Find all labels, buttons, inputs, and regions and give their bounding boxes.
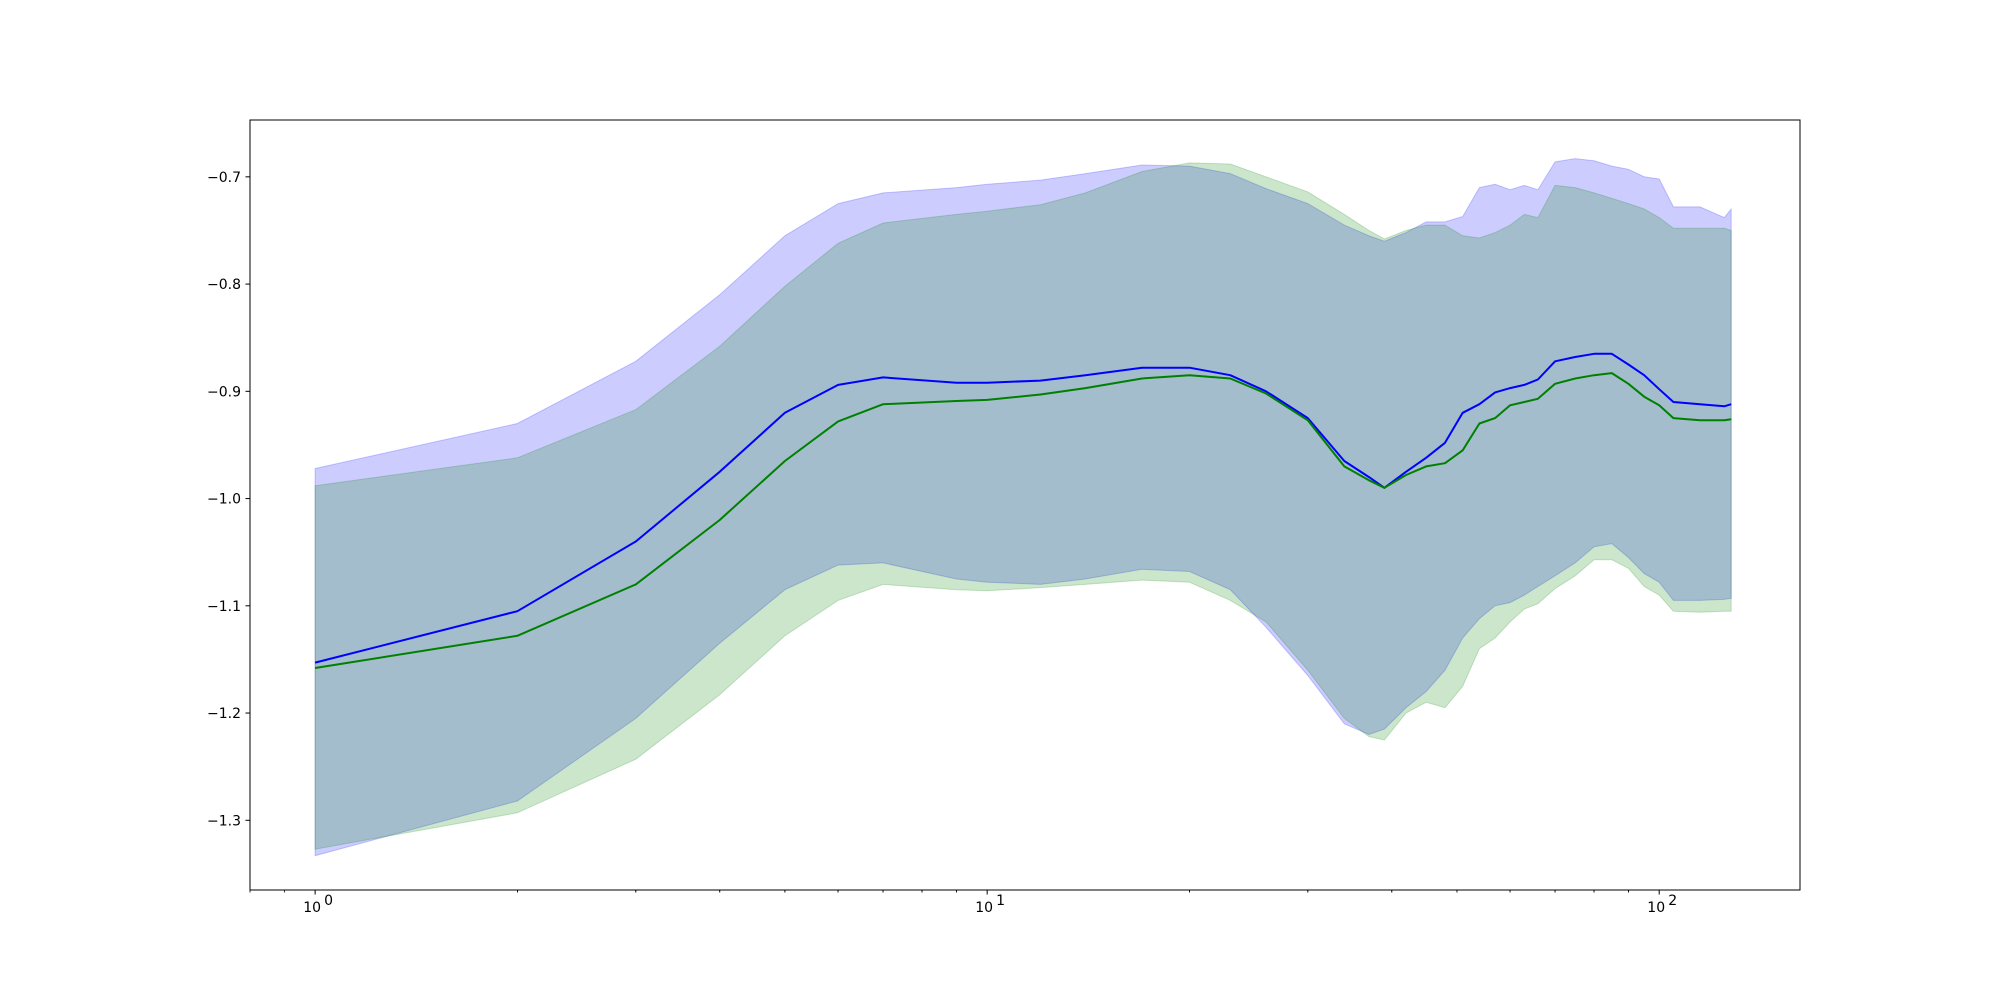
series-1-line xyxy=(314,352,1732,664)
y-tick-label: −1.3 xyxy=(207,813,241,829)
confidence-bands xyxy=(314,158,1732,857)
y-tick-label: −0.7 xyxy=(207,170,241,186)
x-tick-label: 10 xyxy=(303,900,321,916)
x-tick-label: 10 xyxy=(1647,900,1665,916)
mean-lines xyxy=(314,352,1732,669)
y-tick-label: −1.1 xyxy=(207,599,241,615)
x-tick-exponent: 0 xyxy=(324,893,333,909)
plot-frame xyxy=(249,119,1801,891)
y-axis: −0.7 −0.8 −0.9 −1.0 −1.1 −1.2 −1.3 xyxy=(207,170,250,829)
x-tick-label: 10 xyxy=(975,900,993,916)
x-axis: 10 0 10 1 10 2 xyxy=(249,890,1677,916)
x-tick-exponent: 1 xyxy=(996,893,1005,909)
y-tick-label: −0.9 xyxy=(207,384,241,400)
series-2-line xyxy=(314,372,1732,669)
y-tick-label: −1.2 xyxy=(207,706,241,722)
y-tick-label: −0.8 xyxy=(207,277,241,293)
x-tick-exponent: 2 xyxy=(1668,893,1677,909)
series-1-band xyxy=(314,158,1732,857)
series-2-band xyxy=(314,162,1732,850)
y-tick-label: −1.0 xyxy=(207,492,241,508)
